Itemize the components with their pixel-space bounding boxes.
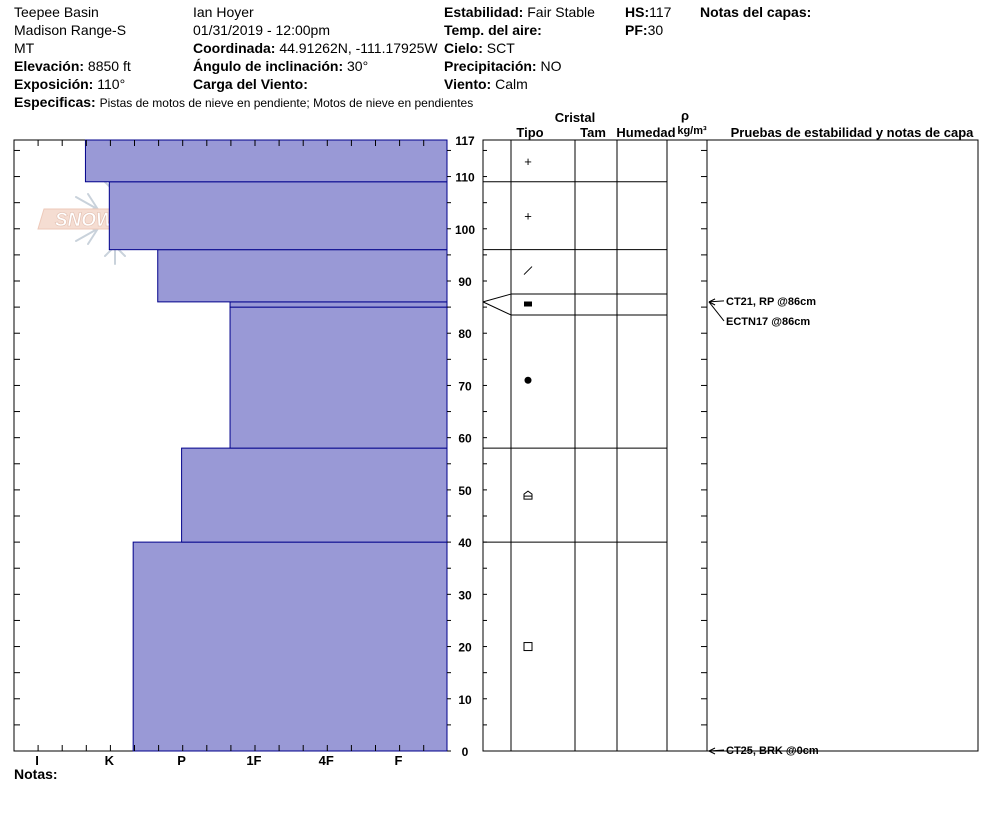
hardness-bar (84, 139, 448, 183)
test-pointer (708, 749, 725, 752)
height-tick-label: 50 (458, 484, 472, 498)
header-rho: ρ (681, 108, 689, 123)
height-tick-label: 30 (458, 588, 472, 602)
coord-label: Coordinada: (193, 40, 276, 56)
header-type: Tipo (516, 125, 543, 140)
aspect-label: Exposición: (14, 76, 94, 92)
stability-label: Estabilidad: (444, 4, 524, 20)
precipitation: Precipitación: NO (444, 57, 561, 75)
test-pointer (708, 300, 725, 303)
range: Madison Range-S (14, 22, 127, 38)
air-temp: Temp. del aire: (444, 21, 542, 39)
height-tick-label: 110 (455, 171, 475, 185)
test-pointer-arrow (708, 747, 716, 755)
stability-test-label: CT25, BRK @0cm (726, 745, 819, 757)
sky-value: SCT (486, 40, 515, 56)
datetime: 01/31/2019 - 12:00pm (193, 22, 330, 38)
test-pointer-arrow (708, 298, 716, 306)
sky: Cielo: SCT (444, 39, 515, 57)
slope-value: 30° (347, 58, 369, 74)
height-tick-label: 117 (455, 134, 475, 148)
sky-label: Cielo: (444, 40, 483, 56)
specifics-label: Especificas: (14, 94, 96, 110)
aspect-value: 110° (97, 76, 126, 92)
hardness-bar (181, 447, 448, 543)
elevation-label: Elevación: (14, 58, 85, 74)
hardness-label: P (177, 753, 186, 768)
notes: Notas: (14, 765, 58, 783)
crystal-symbol: + (524, 209, 532, 224)
height-tick-label: 0 (462, 745, 469, 759)
foot-penetration: PF:30 (625, 21, 663, 39)
hs-label: HS: (625, 4, 650, 20)
layer-connector (482, 293, 512, 303)
pf-label: PF: (625, 22, 648, 38)
height-tick-label: 10 (458, 693, 472, 707)
specifics: Especificas: Pistas de motos de nieve en… (14, 93, 473, 112)
crystal-table-frame (482, 139, 979, 752)
hardness-bar (132, 541, 448, 752)
crystal-symbol (524, 301, 532, 307)
coord-value: 44.91262N, -111.17925W (279, 40, 438, 56)
slope-label: Ángulo de inclinación: (193, 58, 344, 74)
hardness-bar (108, 181, 448, 251)
elevation: Elevación: 8850 ft (14, 57, 131, 75)
wind-load: Carga del Viento: (193, 75, 308, 93)
wind-label: Viento: (444, 76, 492, 92)
slope-angle: Ángulo de inclinación: 30° (193, 57, 368, 75)
crystal-symbol (523, 490, 533, 500)
crystal-symbol (523, 642, 533, 652)
height-tick-label: 100 (455, 223, 475, 237)
stability-test-label: ECTN17 @86cm (726, 316, 810, 328)
wind: Viento: Calm (444, 75, 528, 93)
height-tick-label: 80 (458, 327, 472, 341)
coordinates: Coordinada: 44.91262N, -111.17925W (193, 39, 438, 57)
precip-label: Precipitación: (444, 58, 537, 74)
height-tick-label: 60 (458, 432, 472, 446)
wind-value: Calm (495, 76, 528, 92)
hardness-label: 4F (319, 753, 334, 768)
height-tick-label: 20 (458, 641, 472, 655)
height-tick-label: 70 (458, 379, 472, 393)
test-pointer (708, 301, 725, 322)
notes-label: Notas: (14, 766, 58, 782)
elevation-value: 8850 ft (87, 58, 131, 74)
layer-connector (482, 301, 512, 316)
height-tick-label: 40 (458, 536, 472, 550)
hardness-label: F (395, 753, 403, 768)
stability: Estabilidad: Fair Stable (444, 3, 595, 21)
pf-value: 30 (647, 22, 664, 38)
header-density-unit: kg/m³ (677, 125, 707, 137)
observer: Ian Hoyer (193, 4, 254, 20)
precip-value: NO (540, 58, 562, 74)
header-tests: Pruebas de estabilidad y notas de capa (731, 125, 975, 140)
hs-value: 117 (649, 4, 672, 20)
wind-load-label: Carga del Viento: (193, 76, 308, 92)
location: Teepee Basin (14, 4, 99, 20)
specifics-value: Pistas de motos de nieve en pendiente; M… (99, 96, 474, 110)
state: MT (14, 40, 35, 56)
hardness-label: K (105, 753, 115, 768)
stability-value: Fair Stable (527, 4, 595, 20)
hardness-bar (229, 301, 448, 308)
header-moisture: Humedad (616, 125, 675, 140)
crystal-symbol: + (524, 154, 532, 169)
hardness-label: 1F (246, 753, 261, 768)
crystal-symbol (523, 266, 533, 275)
crystal-symbol (524, 376, 532, 384)
header-size: Tam (580, 125, 606, 140)
hardness-bar (157, 249, 448, 303)
layer-notes-label: Notas del capas: (700, 4, 812, 20)
snow-height: HS:117 (625, 3, 671, 21)
hardness-label: I (35, 753, 39, 768)
hardness-bar (229, 306, 448, 449)
air-temp-label: Temp. del aire: (444, 22, 542, 38)
header-crystal: Cristal (555, 110, 595, 125)
height-tick-label: 90 (458, 275, 472, 289)
layer-notes: Notas del capas: (700, 3, 811, 21)
aspect: Exposición: 110° (14, 75, 125, 93)
stability-test-label: CT21, RP @86cm (726, 296, 816, 308)
